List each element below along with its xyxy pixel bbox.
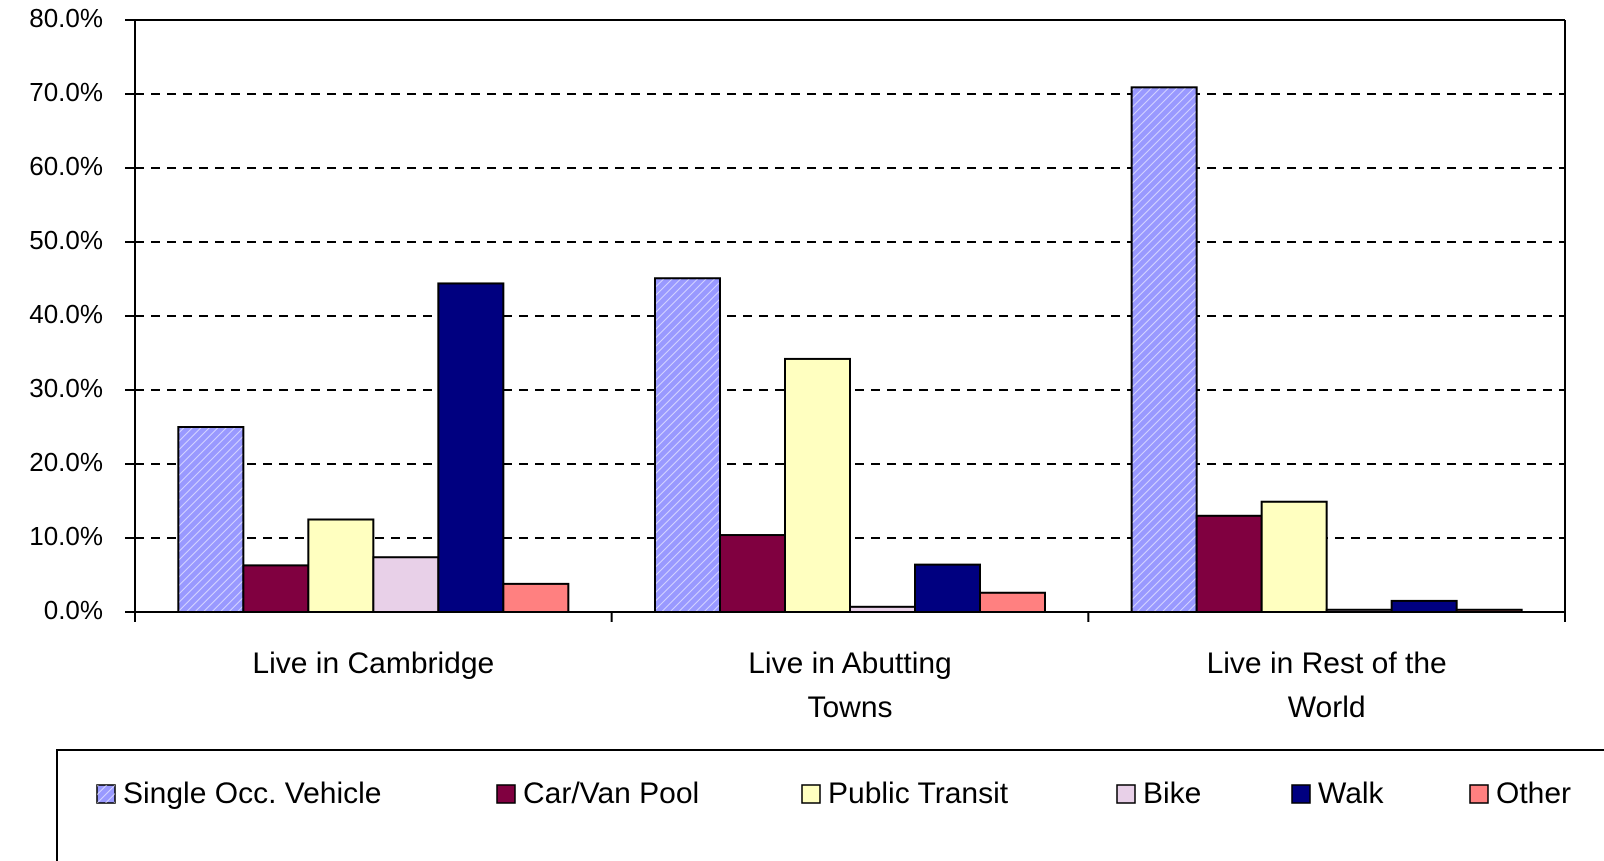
legend-swatch [496,784,516,804]
x-tick-label: Live in Rest of the World [1206,647,1447,724]
y-tick-label: 30.0% [29,373,103,403]
legend-swatch [1291,784,1311,804]
y-tick-label: 40.0% [29,299,103,329]
bar [1195,514,1263,613]
legend-label: Bike [1143,777,1201,810]
y-tick-label: 60.0% [29,151,103,181]
bar-hatch [179,428,243,611]
x-tick-label: Live in Cambridge [252,647,495,680]
y-tick-label: 70.0% [29,77,103,107]
y-tick-label: 10.0% [29,521,103,551]
bar [502,582,570,614]
legend-swatch [801,784,821,804]
bar-hatch [1132,88,1196,612]
legend-hatch [97,785,115,803]
y-tick-label: 50.0% [29,225,103,255]
legend-swatch [1469,784,1489,804]
bar [1260,500,1328,613]
legend-label: Car/Van Pool [523,777,699,810]
bar [307,518,375,613]
bar [784,357,851,614]
bar [1390,599,1458,614]
legend-label: Single Occ. Vehicle [123,777,381,810]
bar [914,563,981,614]
x-tick-label: Live in Abutting Towns [748,647,952,724]
bar [719,534,786,613]
y-tick-label: 80.0% [29,3,103,33]
legend-box [56,749,1604,861]
y-tick-label: 20.0% [29,447,103,477]
y-tick-label: 0.0% [44,595,103,625]
bar [437,282,505,613]
bar [979,591,1046,614]
legend-swatch [1116,784,1136,804]
legend-label: Walk [1318,777,1385,810]
legend-label: Other [1496,777,1571,810]
bar [242,564,310,614]
legend-label: Public Transit [828,777,1009,810]
bar [372,556,440,613]
bar-hatch [656,279,719,611]
